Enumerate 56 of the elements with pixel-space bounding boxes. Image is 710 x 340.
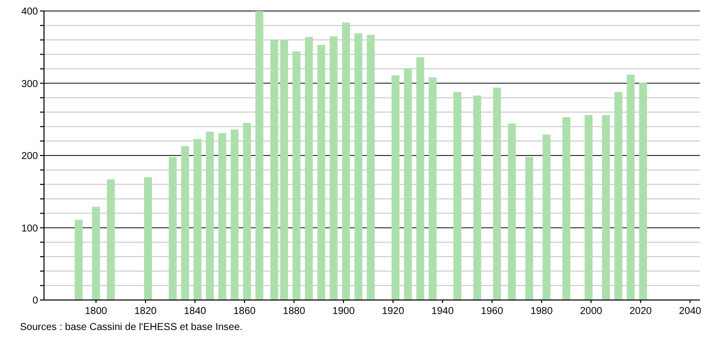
- bar: [416, 57, 424, 300]
- bar: [453, 92, 462, 300]
- bar: [74, 220, 83, 300]
- bar: [181, 146, 190, 300]
- bar: [562, 117, 570, 300]
- bar: [366, 34, 375, 300]
- bar: [428, 77, 437, 300]
- bar: [473, 96, 482, 300]
- x-tick-label: 1860: [233, 306, 256, 317]
- bar: [639, 82, 648, 300]
- y-tick-label: 400: [21, 6, 38, 18]
- bar: [525, 156, 534, 300]
- bar: [584, 115, 593, 300]
- x-tick-label: 1800: [84, 306, 108, 317]
- x-tick-label: 1960: [480, 306, 504, 317]
- bar: [602, 115, 610, 300]
- x-tick-label: 1880: [282, 306, 306, 317]
- bar: [230, 129, 239, 300]
- bar: [392, 75, 400, 300]
- x-tick-label: 1940: [431, 306, 454, 317]
- bar: [168, 156, 177, 300]
- x-tick-label: 1900: [332, 306, 356, 317]
- y-tick-label: 300: [21, 78, 38, 90]
- source-note: Sources : base Cassini de l'EHESS et base Insee.: [20, 322, 243, 333]
- bar: [292, 51, 300, 300]
- bar: [106, 179, 115, 300]
- bar: [342, 22, 350, 300]
- x-tick-label: 1820: [134, 306, 158, 317]
- bar: [330, 36, 338, 300]
- bar: [280, 40, 288, 300]
- bar: [92, 206, 100, 300]
- x-tick-label: 2020: [629, 306, 652, 317]
- bar: [508, 124, 516, 300]
- bar: [206, 132, 214, 300]
- bar: [317, 44, 326, 300]
- bar: [354, 33, 362, 300]
- bar: [144, 177, 152, 300]
- x-tick-label: 1980: [530, 306, 554, 317]
- bar: [270, 40, 278, 300]
- bar: [542, 134, 550, 300]
- x-tick-label: 1920: [382, 306, 405, 317]
- y-tick-label: 100: [21, 223, 38, 234]
- bar: [626, 74, 635, 300]
- bar: [243, 122, 251, 300]
- bar: [194, 138, 202, 300]
- bar: [614, 92, 622, 300]
- y-tick-label: 0: [32, 296, 38, 306]
- x-tick-label: 2000: [580, 306, 603, 317]
- x-tick-label: 2040: [678, 306, 702, 317]
- x-tick-label: 1840: [184, 306, 207, 317]
- bar: [304, 37, 313, 300]
- bar: [493, 88, 501, 300]
- y-tick-label: 200: [21, 151, 38, 162]
- bar: [255, 11, 264, 300]
- bar: [404, 68, 412, 300]
- bar: [218, 133, 226, 300]
